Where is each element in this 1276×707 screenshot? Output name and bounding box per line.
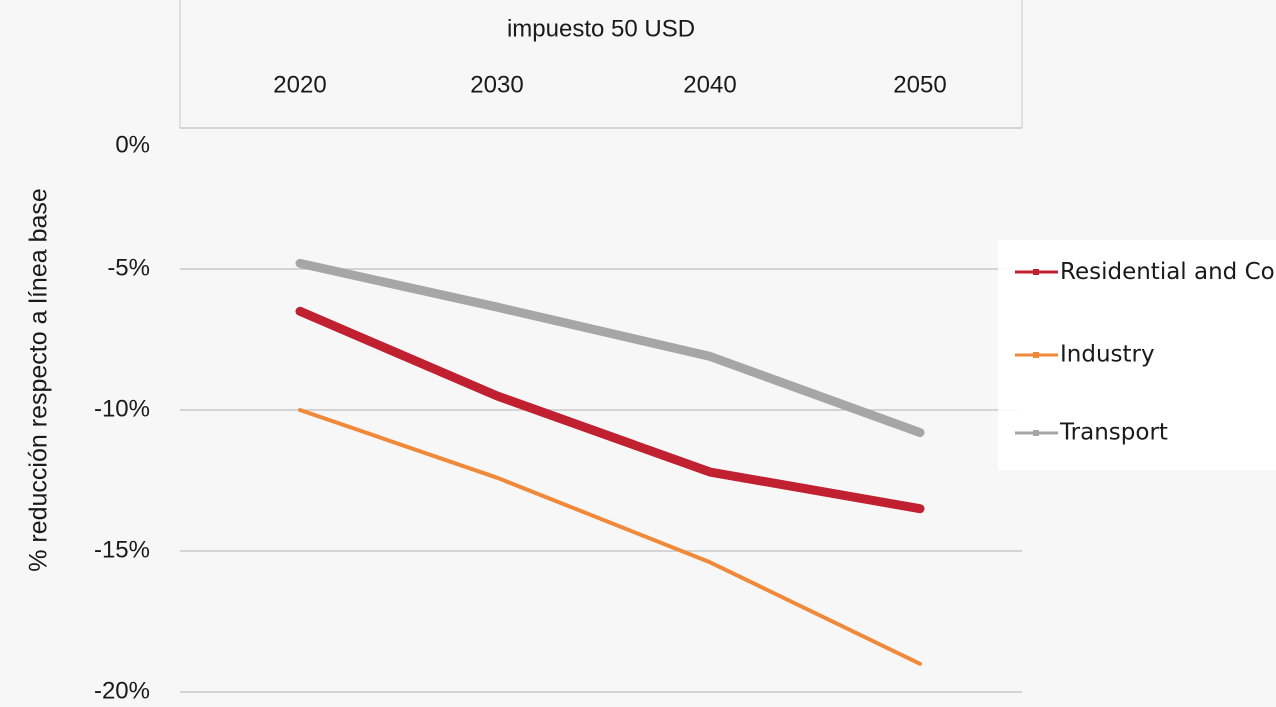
legend-marker xyxy=(1033,430,1039,436)
y-tick-label: -5% xyxy=(107,254,150,281)
x-tick-label: 2040 xyxy=(683,71,736,98)
series-line xyxy=(295,306,925,514)
legend-label-line: Residential and Commercial xyxy=(1060,259,1276,285)
x-tick-label: 2020 xyxy=(273,71,326,98)
chart-title: impuesto 50 USD xyxy=(507,15,695,42)
y-tick-label: -10% xyxy=(94,395,150,422)
y-tick-label: -15% xyxy=(94,536,150,563)
legend-marker xyxy=(1033,269,1039,275)
legend-label: Residential and Commercial xyxy=(1060,259,1276,285)
y-axis-label: % reducción respecto a línea base xyxy=(25,188,53,572)
y-tick-label: 0% xyxy=(115,131,150,158)
legend-label: Industry xyxy=(1060,342,1155,368)
x-tick-label: 2050 xyxy=(893,71,946,98)
legend-label: Transport xyxy=(1059,420,1168,446)
series-line xyxy=(298,408,922,666)
legend-marker xyxy=(1033,352,1039,358)
y-tick-label: -20% xyxy=(94,677,150,704)
series-line xyxy=(295,258,925,438)
x-tick-label: 2030 xyxy=(470,71,523,98)
